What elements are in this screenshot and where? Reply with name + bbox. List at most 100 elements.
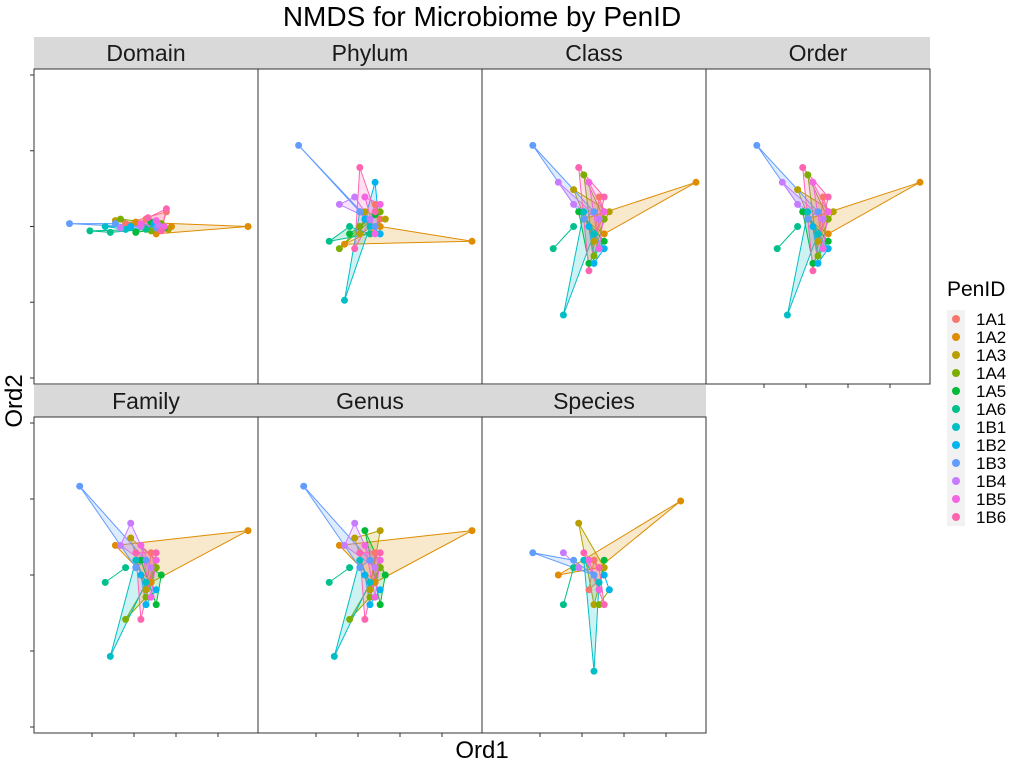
point-1A5 <box>381 571 389 579</box>
point-1A6 <box>101 578 109 586</box>
point-1A6 <box>570 564 578 572</box>
point-1A3 <box>605 208 613 216</box>
point-1B6 <box>132 549 140 557</box>
point-1B6 <box>157 227 165 235</box>
point-1B2 <box>152 586 160 594</box>
panel-border <box>705 68 931 385</box>
point-1B2 <box>137 571 145 579</box>
point-1B4 <box>575 564 583 572</box>
point-1A1 <box>376 215 384 223</box>
point-1A5 <box>132 228 140 236</box>
point-1A2 <box>468 237 476 245</box>
point-1B3 <box>111 220 119 228</box>
point-1B4 <box>117 224 124 232</box>
point-1B2 <box>809 223 817 230</box>
point-1B5 <box>376 200 384 208</box>
point-1A5 <box>600 237 608 245</box>
point-1A2 <box>677 497 685 505</box>
point-1A2 <box>111 541 119 549</box>
point-1B2 <box>366 601 374 609</box>
point-1A4 <box>824 215 832 223</box>
point-1B1 <box>783 311 791 319</box>
legend-key <box>952 333 960 341</box>
legend-key <box>952 387 960 395</box>
point-1B6 <box>137 615 145 623</box>
point-1B1 <box>559 311 567 319</box>
point-1A2 <box>335 541 343 549</box>
facet-strip-label: Family <box>112 388 180 414</box>
legend: PenID 1A11A21A31A41A51A61B11B21B31B41B51… <box>947 278 1006 527</box>
point-1A3 <box>127 534 135 542</box>
point-1A6 <box>570 223 578 230</box>
point-1A3 <box>814 237 822 245</box>
legend-entry-1B3: 1B3 <box>947 454 1006 473</box>
point-1B6 <box>351 245 359 253</box>
point-1A2 <box>824 230 832 238</box>
point-1B5 <box>819 245 827 253</box>
point-1A6 <box>346 564 354 572</box>
point-1A4 <box>376 564 384 572</box>
point-1A6 <box>794 223 802 230</box>
facet-strip <box>482 385 706 417</box>
facet-strip-label: Domain <box>106 40 185 66</box>
point-1B6 <box>580 549 588 557</box>
point-1A6 <box>325 578 333 586</box>
point-1B1 <box>142 578 150 586</box>
point-1A4 <box>142 593 150 601</box>
point-1A5 <box>585 259 593 267</box>
point-1A2 <box>600 230 608 238</box>
legend-label: 1B2 <box>976 436 1006 455</box>
legend-entry-1B1: 1B1 <box>947 418 1006 437</box>
point-1A2 <box>152 230 160 238</box>
point-1A2 <box>244 527 252 535</box>
point-1B6 <box>600 601 608 609</box>
legend-key <box>952 477 960 485</box>
facet-strip-label: Genus <box>336 388 404 414</box>
point-1A3 <box>829 208 837 216</box>
point-1B3 <box>132 564 140 572</box>
facet-panel-class: Class <box>481 37 707 385</box>
point-1B3 <box>590 571 598 579</box>
point-1A4 <box>356 223 364 230</box>
point-1B4 <box>595 215 603 223</box>
legend-key <box>952 405 960 413</box>
legend-label: 1A4 <box>976 364 1006 383</box>
legend-entry-1B5: 1B5 <box>947 490 1006 509</box>
point-1B6 <box>152 549 160 557</box>
point-1A3 <box>361 208 369 216</box>
legend-entry-1B6: 1B6 <box>947 508 1006 527</box>
point-1B1 <box>580 556 588 564</box>
legend-entry-1A4: 1A4 <box>947 364 1006 383</box>
point-1B1 <box>366 223 374 230</box>
legend-entry-1A5: 1A5 <box>947 382 1006 401</box>
facet-panel-order: Order <box>705 37 931 388</box>
point-1A2 <box>371 578 379 586</box>
point-1A5 <box>799 208 807 216</box>
panel-series <box>529 141 700 319</box>
panel-series <box>76 482 252 660</box>
point-1B4 <box>351 193 359 201</box>
panel-series <box>66 205 252 238</box>
point-1B4 <box>819 215 827 223</box>
point-1A6 <box>773 245 781 253</box>
point-1B2 <box>600 571 608 579</box>
point-1A1 <box>585 586 593 594</box>
point-1A1 <box>147 549 155 557</box>
point-1B5 <box>376 556 384 564</box>
point-1B5 <box>595 586 603 594</box>
point-1B3 <box>366 556 374 564</box>
hull-1B3 <box>303 485 371 569</box>
point-1A3 <box>351 534 359 542</box>
point-1B1 <box>106 652 114 660</box>
legend-label: 1B6 <box>976 508 1006 527</box>
facet-panels: Domain Phylum Class Order Family Genus Species <box>30 37 931 737</box>
point-1B3 <box>300 482 308 490</box>
point-1B6 <box>809 267 817 275</box>
point-1B2 <box>600 245 608 253</box>
legend-entry-1A1: 1A1 <box>947 310 1006 329</box>
point-1B4 <box>554 178 562 186</box>
point-1B5 <box>361 193 369 201</box>
point-1B2 <box>142 601 150 609</box>
point-1A3 <box>356 230 364 238</box>
point-1B3 <box>529 549 537 557</box>
